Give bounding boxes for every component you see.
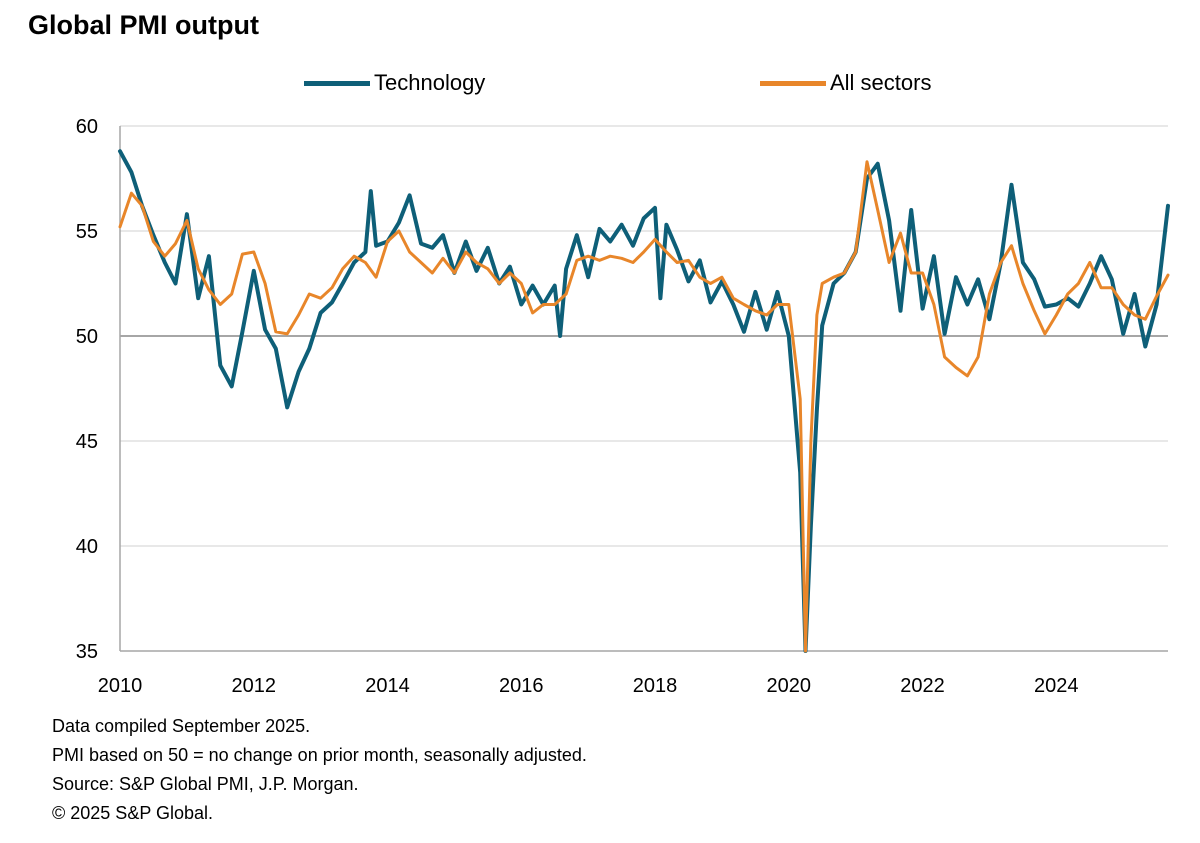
legend-item-technology: Technology [304,70,485,96]
x-tick-label-2010: 2010 [98,675,143,697]
x-tick-label-2018: 2018 [633,675,678,697]
chart-title: Global PMI output [28,10,259,40]
axes [119,126,1168,652]
x-tick-labels: 2010 2012 2014 2016 2018 2020 2022 2024 [98,675,1079,697]
series-line-all-sectors [118,160,1170,653]
series-lines [118,149,1170,653]
y-tick-label-40: 40 [76,536,98,558]
legend-item-all-sectors: All sectors [760,70,931,96]
y-tick-label-35: 35 [76,641,98,663]
footnotes: Data compiled September 2025. PMI based … [52,712,587,828]
y-tick-label-50: 50 [76,326,98,348]
series-line-technology [118,149,1170,653]
legend-label-all-sectors: All sectors [830,70,932,95]
footnote-compiled: Data compiled September 2025. [52,716,311,736]
footnote-copyright: © 2025 S&P Global. [52,803,214,823]
x-tick-label-2014: 2014 [365,675,410,697]
x-tick-label-2016: 2016 [499,675,544,697]
x-tick-label-2024: 2024 [1034,675,1079,697]
legend-swatch-technology [304,80,370,86]
legend-label-technology: Technology [374,70,486,95]
y-tick-label-60: 60 [76,116,98,138]
x-tick-label-2022: 2022 [900,675,945,697]
y-tick-label-55: 55 [76,221,98,243]
y-tick-labels: 35 40 45 50 55 60 [76,116,98,663]
x-tick-label-2020: 2020 [767,675,812,697]
y-tick-label-45: 45 [76,431,98,453]
footnote-pmi-definition: PMI based on 50 = no change on prior mon… [52,745,587,765]
footnote-source: Source: S&P Global PMI, J.P. Morgan. [52,774,359,794]
legend-swatch-all-sectors [760,80,826,86]
x-tick-label-2012: 2012 [232,675,277,697]
